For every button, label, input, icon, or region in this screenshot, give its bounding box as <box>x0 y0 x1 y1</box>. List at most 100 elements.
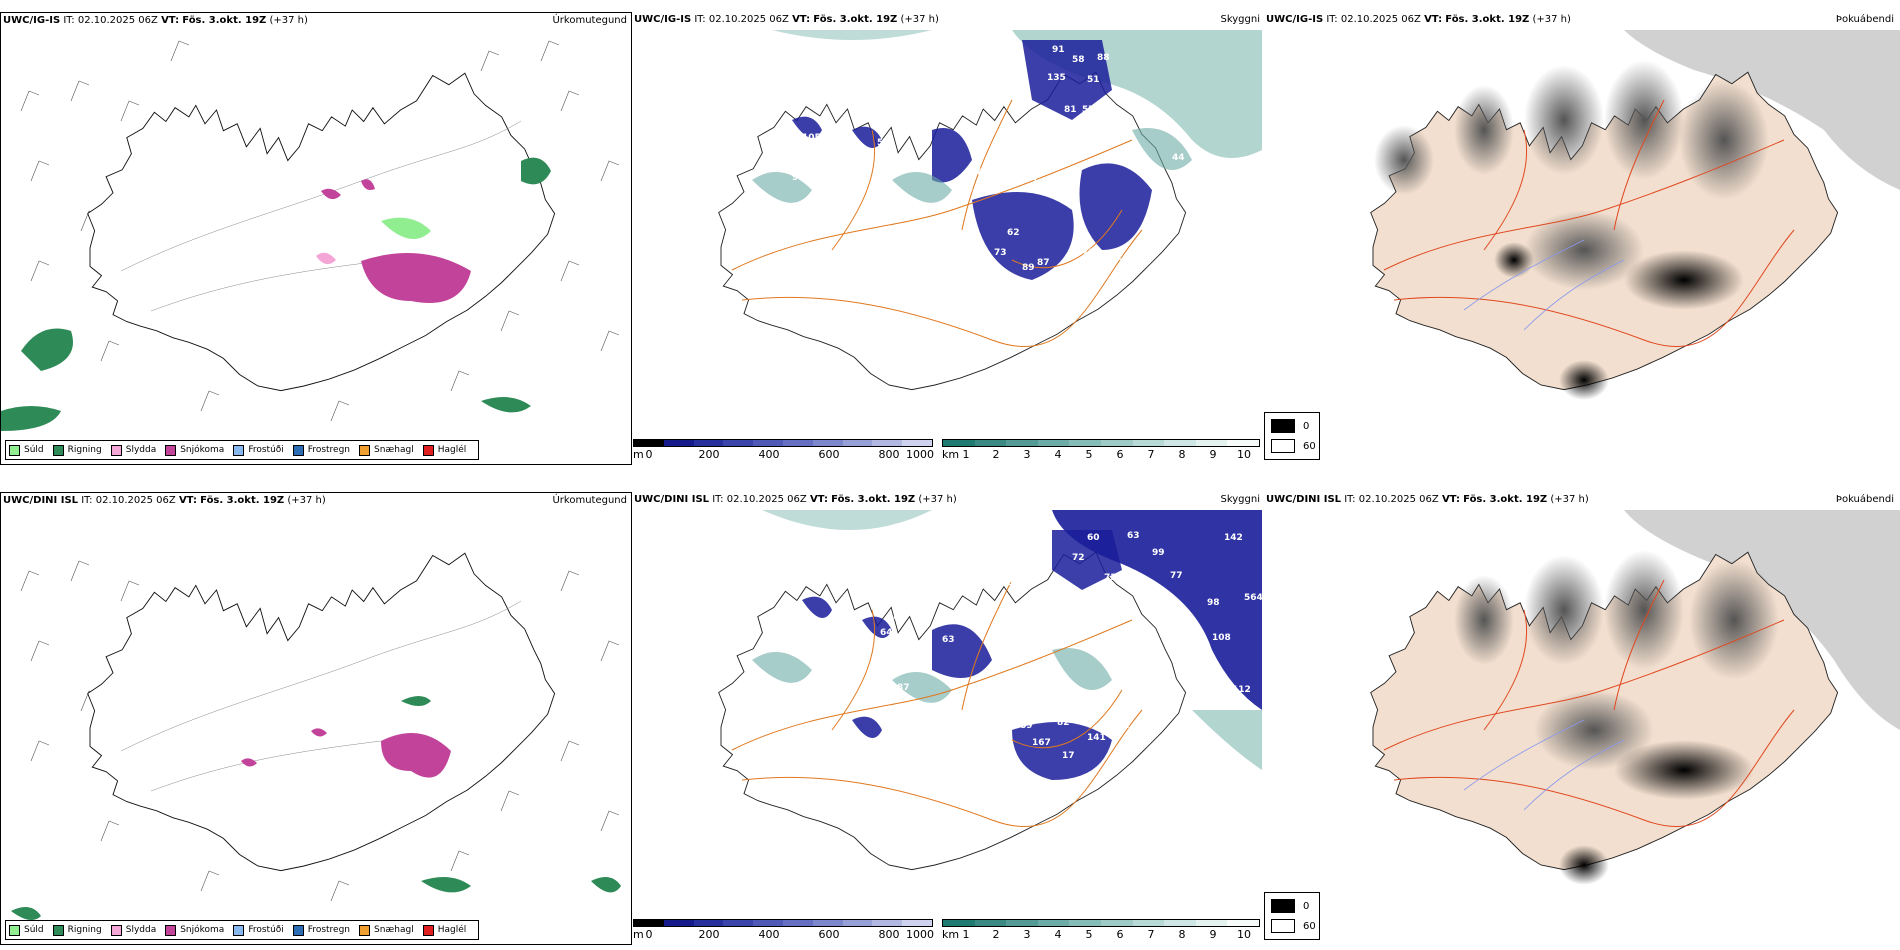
legend-item: Snæhagl <box>359 444 414 456</box>
tick-label: 3 <box>1023 448 1031 461</box>
legend-item: Slydda <box>110 444 156 456</box>
product-name: Þokuábendi <box>1835 14 1894 25</box>
colorbar-segment <box>1132 920 1165 926</box>
tick-label: 9 <box>1209 928 1217 941</box>
ceiling-label: 82 <box>1057 718 1070 728</box>
low-ceiling-areas <box>792 40 1152 280</box>
tick-label: 800 <box>878 928 900 941</box>
ceiling-label: 95 <box>930 388 943 398</box>
fog-map <box>1370 510 1900 885</box>
colorbar-segment <box>902 440 932 446</box>
tick-label: 6 <box>1116 928 1124 941</box>
panel-title: UWC/IG-IS IT: 02.10.2025 06Z VT: Fös. 3.… <box>634 14 939 25</box>
colorbar-segment <box>753 920 783 926</box>
ceiling-label: 73 <box>994 248 1007 258</box>
tick-label: 10 <box>1237 448 1251 461</box>
ceiling-label: 89 <box>1027 688 1040 698</box>
product-name: Úrkomutegund <box>552 495 627 506</box>
ceiling-label: 167 <box>1032 738 1051 748</box>
tick-label: 6 <box>1116 448 1124 461</box>
tick-label: 3 <box>1023 928 1031 941</box>
colorbar-segment <box>663 440 694 446</box>
colorbar-segment <box>693 920 724 926</box>
ceiling-label: 141 <box>1087 733 1106 743</box>
legend-swatch <box>52 924 64 936</box>
tick-label: 8 <box>1178 448 1186 461</box>
ceiling-label: 57 <box>1082 105 1095 115</box>
panel-title: UWC/IG-IS IT: 02.10.2025 06Z VT: Fös. 3.… <box>3 15 308 26</box>
precip-panel-row1: UWC/IG-IS IT: 02.10.2025 06Z VT: Fös. 3.… <box>0 12 632 465</box>
ceiling-label: 87 <box>897 683 910 693</box>
colorbar-segment <box>1069 920 1101 926</box>
product-name: Þokuábendi <box>1835 494 1894 505</box>
legend-swatch <box>359 924 371 936</box>
legend-swatch <box>422 924 434 936</box>
legend-item: Frostúði <box>233 444 284 456</box>
legend-item: Frostregn <box>292 924 350 936</box>
product-name: Skyggni <box>1220 14 1260 25</box>
ceiling-label: 105 <box>802 133 821 143</box>
legend-swatch <box>110 444 122 456</box>
ceiling-label: 98 <box>792 173 805 183</box>
colorbar-segment <box>974 920 1007 926</box>
colorbar-segment <box>634 920 664 926</box>
ceiling-colorbar: m 0 200 400 600 800 1000 <box>633 919 934 945</box>
legend-swatch <box>233 444 245 456</box>
legend-item: Rigning <box>52 444 102 456</box>
ceiling-label: 86 <box>1027 163 1040 173</box>
cloud-map: 91 58 88 135 51 57 81 82 105 58 98 62 70… <box>718 30 1262 398</box>
precip-map <box>11 552 621 920</box>
tick-label: 600 <box>818 928 840 941</box>
ceiling-label: 87 <box>1007 578 1020 588</box>
fog-shading <box>1374 60 1769 400</box>
ceiling-label: 62 <box>977 168 990 178</box>
ceiling-label: 98 <box>1207 598 1220 608</box>
cloud-panel-row1: UWC/IG-IS IT: 02.10.2025 06Z VT: Fös. 3.… <box>632 12 1264 465</box>
tick-label: 5 <box>1085 448 1093 461</box>
ceiling-label: 77 <box>1170 571 1183 581</box>
ceiling-label: 108 <box>1212 633 1231 643</box>
ceiling-label: 124 <box>1132 635 1151 645</box>
tick-label: 0 <box>645 928 653 941</box>
ceiling-label: 81 <box>1064 105 1077 115</box>
tick-label: 200 <box>698 448 720 461</box>
legend-swatch <box>165 924 177 936</box>
ceiling-label: 99 <box>897 241 910 251</box>
ceiling-label: 17 <box>1062 751 1075 761</box>
ceiling-label: 112 <box>1232 685 1251 695</box>
ceiling-label: 564 <box>1244 593 1262 603</box>
panel-title: UWC/DINI ISL IT: 02.10.2025 06Z VT: Fös.… <box>1266 494 1589 505</box>
legend-item: Frostregn <box>292 444 350 456</box>
ceiling-label: 44 <box>1172 153 1185 163</box>
cloud-map: 60 63 99 72 73 56 142 77 98 564 108 126 … <box>718 510 1262 871</box>
ceiling-label: 63 <box>1127 531 1140 541</box>
ceiling-label: 72 <box>1072 553 1085 563</box>
fog-shading <box>1454 550 1779 885</box>
precip-areas <box>1 157 551 431</box>
visibility-unit: km <box>942 928 960 941</box>
legend-item: Frostúði <box>233 924 284 936</box>
tick-label: 2 <box>992 928 1000 941</box>
legend-swatch <box>52 444 64 456</box>
ceiling-label: 64 <box>880 628 893 638</box>
panel-title: UWC/DINI ISL IT: 02.10.2025 06Z VT: Fös.… <box>3 495 326 506</box>
legend-item: Slydda <box>110 924 156 936</box>
ceiling-label: 70 <box>994 168 1007 178</box>
legend-swatch <box>165 444 177 456</box>
ceiling-colorbar: m 0 200 400 600 800 1000 <box>633 439 934 465</box>
colorbar-segment <box>812 440 843 446</box>
fog-swatch <box>1271 439 1295 453</box>
legend-swatch <box>422 444 434 456</box>
low-ceiling-areas <box>802 530 1122 780</box>
colorbar-segment <box>974 440 1007 446</box>
colorbar-segment <box>1164 440 1196 446</box>
ceiling-label: 98 <box>1052 268 1065 278</box>
ceiling-label: 66 <box>992 708 1005 718</box>
roads <box>1383 99 1795 347</box>
ceiling-label: 63 <box>1150 213 1163 223</box>
tick-label: 200 <box>698 928 720 941</box>
legend-item: Rigning <box>52 924 102 936</box>
tick-label: 800 <box>878 448 900 461</box>
tick-label: 7 <box>1147 928 1155 941</box>
legend-swatch <box>110 924 122 936</box>
